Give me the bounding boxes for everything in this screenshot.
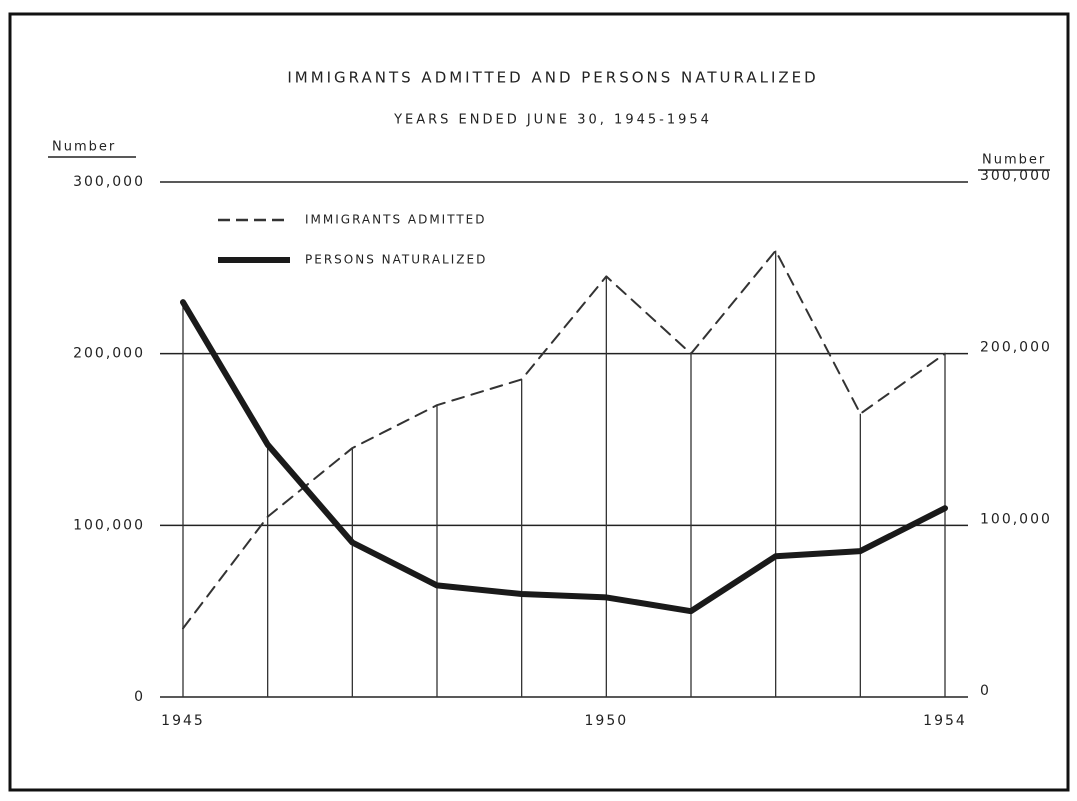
y-tick-label: 0	[134, 689, 145, 705]
y2-tick-label: 100,000	[980, 511, 1052, 527]
series-line	[180, 299, 948, 615]
x-tick-label: 1954	[923, 713, 967, 729]
legend-label: IMMIGRANTS ADMITTED	[305, 213, 487, 227]
y-tick-label: 300,000	[73, 174, 145, 190]
y2-tick-label: 200,000	[980, 340, 1052, 356]
chart-title: IMMIGRANTS ADMITTED AND PERSONS NATURALI…	[287, 69, 818, 87]
legend-label: PERSONS NATURALIZED	[305, 253, 487, 267]
x-tick-label: 1950	[585, 713, 629, 729]
y2-tick-label: 300,000	[980, 168, 1052, 184]
y-tick-label: 200,000	[73, 346, 145, 362]
y-tick-label: 100,000	[73, 517, 145, 533]
series-line	[182, 249, 946, 630]
y2-axis-label: Number	[982, 153, 1046, 168]
x-tick-label: 1945	[161, 713, 205, 729]
y2-tick-label: 0	[980, 683, 991, 699]
y-axis-label: Number	[52, 140, 116, 155]
chart-subtitle: YEARS ENDED JUNE 30, 1945-1954	[393, 113, 712, 128]
frame	[8, 12, 1070, 792]
